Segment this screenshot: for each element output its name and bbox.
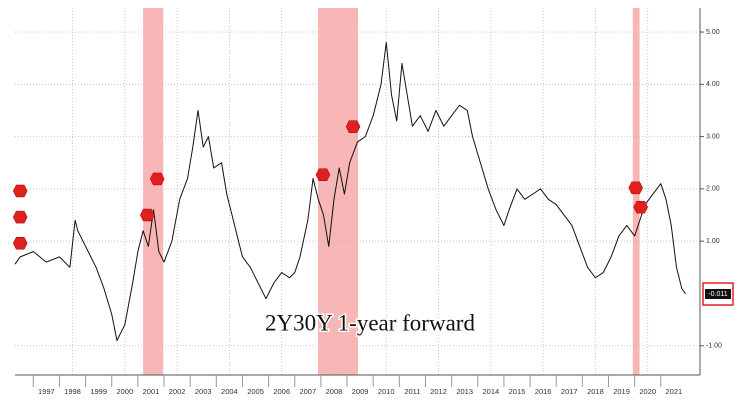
y-tick-label: 5.00 — [706, 29, 720, 36]
x-tick-label: 2018 — [587, 387, 604, 396]
x-tick-label: 2015 — [509, 387, 526, 396]
x-tick-label: 2014 — [482, 387, 499, 396]
x-tick-label: 2017 — [561, 387, 578, 396]
line-series — [14, 42, 687, 341]
event-marker — [345, 120, 361, 133]
last-value-bg — [705, 289, 731, 300]
x-tick-label: 1997 — [38, 387, 55, 396]
x-tick-label: 2011 — [404, 387, 420, 396]
x-tick-label: 2010 — [378, 387, 395, 396]
x-tick-label: 2012 — [430, 387, 447, 396]
x-tick-label: 2004 — [221, 387, 238, 396]
x-tick-label: 2000 — [116, 387, 133, 396]
event-marker — [140, 208, 155, 222]
x-tick-label: 2006 — [273, 387, 290, 396]
y-tick-label: 1.00 — [706, 238, 720, 245]
x-tick-label: 2020 — [639, 387, 656, 396]
x-tick-label: 2013 — [456, 387, 473, 396]
x-tick-label: 2021 — [666, 387, 683, 396]
y-tick-label: 3.00 — [706, 133, 720, 140]
y-tick-label: 4.00 — [706, 81, 720, 88]
shaded-range — [318, 8, 359, 375]
event-marker — [315, 168, 331, 182]
event-marker — [628, 181, 643, 195]
y-tick-label: -1.00 — [706, 343, 722, 350]
annotation: 2Y30Y 1-year forward — [265, 310, 475, 335]
event-marker — [633, 200, 648, 214]
x-tick-label: 2003 — [195, 387, 212, 396]
x-tick-label: 2019 — [613, 387, 630, 396]
x-tick-label: 2005 — [247, 387, 264, 396]
x-tick-label: 1998 — [64, 387, 81, 396]
x-tick-label: 2001 — [143, 387, 160, 396]
x-tick-label: 2009 — [352, 387, 369, 396]
y-tick-label: 2.00 — [706, 186, 720, 193]
event-marker — [12, 210, 28, 224]
x-tick-label: 2007 — [299, 387, 316, 396]
x-tick-label: 2002 — [169, 387, 186, 396]
shaded-range — [143, 8, 164, 375]
x-tick-label: 2008 — [326, 387, 343, 396]
last-value-box — [702, 282, 734, 306]
x-tick-label: 2016 — [535, 387, 552, 396]
event-marker — [12, 184, 28, 198]
event-marker — [149, 172, 165, 186]
event-marker — [12, 237, 28, 250]
last-value-label: -0.011 — [708, 291, 727, 298]
x-tick-label: 1999 — [90, 387, 107, 396]
